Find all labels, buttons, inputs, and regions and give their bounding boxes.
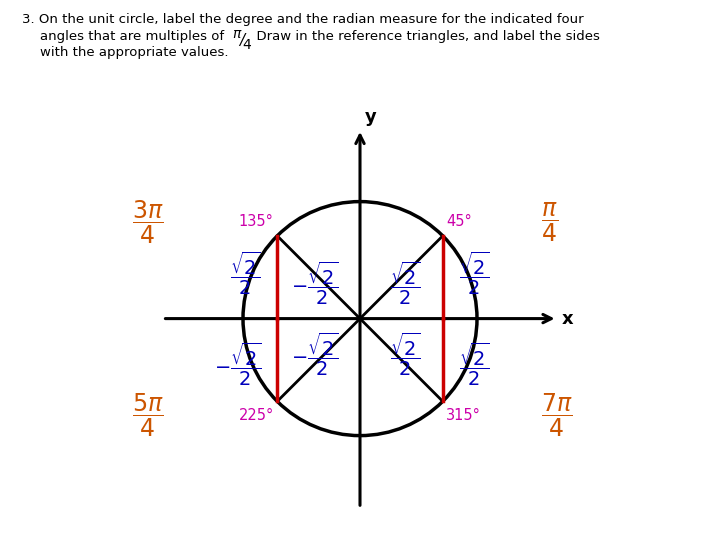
Text: $\dfrac{\pi}{4}$: $\dfrac{\pi}{4}$ [541,200,559,244]
Text: 45°: 45° [446,214,472,229]
Text: 3. On the unit circle, label the degree and the radian measure for the indicated: 3. On the unit circle, label the degree … [22,14,583,26]
Text: $-\dfrac{\sqrt{2}}{2}$: $-\dfrac{\sqrt{2}}{2}$ [214,341,261,388]
Text: x: x [562,309,574,328]
Text: $-\dfrac{\sqrt{2}}{2}$: $-\dfrac{\sqrt{2}}{2}$ [291,330,338,377]
Text: $-\dfrac{\sqrt{2}}{2}$: $-\dfrac{\sqrt{2}}{2}$ [291,260,338,307]
Text: $\dfrac{3\pi}{4}$: $\dfrac{3\pi}{4}$ [132,198,163,246]
Text: $\dfrac{\sqrt{2}}{2}$: $\dfrac{\sqrt{2}}{2}$ [390,260,421,307]
Text: 315°: 315° [446,408,481,423]
Text: $\dfrac{\sqrt{2}}{2}$: $\dfrac{\sqrt{2}}{2}$ [230,249,261,296]
Text: 135°: 135° [239,214,274,229]
Text: $\dfrac{7\pi}{4}$: $\dfrac{7\pi}{4}$ [541,392,573,439]
Text: 4: 4 [243,38,251,52]
Text: $\dfrac{\sqrt{2}}{2}$: $\dfrac{\sqrt{2}}{2}$ [459,249,490,296]
Text: with the appropriate values.: with the appropriate values. [40,46,228,59]
Text: 225°: 225° [238,408,274,423]
Text: /: / [239,33,244,49]
Text: y: y [365,108,377,126]
Text: $\dfrac{5\pi}{4}$: $\dfrac{5\pi}{4}$ [132,392,163,439]
Text: $\pi$: $\pi$ [232,27,243,41]
Text: angles that are multiples of: angles that are multiples of [40,30,228,43]
Text: Draw in the reference triangles, and label the sides: Draw in the reference triangles, and lab… [248,30,600,43]
Text: $\dfrac{\sqrt{2}}{2}$: $\dfrac{\sqrt{2}}{2}$ [459,341,490,388]
Text: $\dfrac{\sqrt{2}}{2}$: $\dfrac{\sqrt{2}}{2}$ [390,330,421,377]
